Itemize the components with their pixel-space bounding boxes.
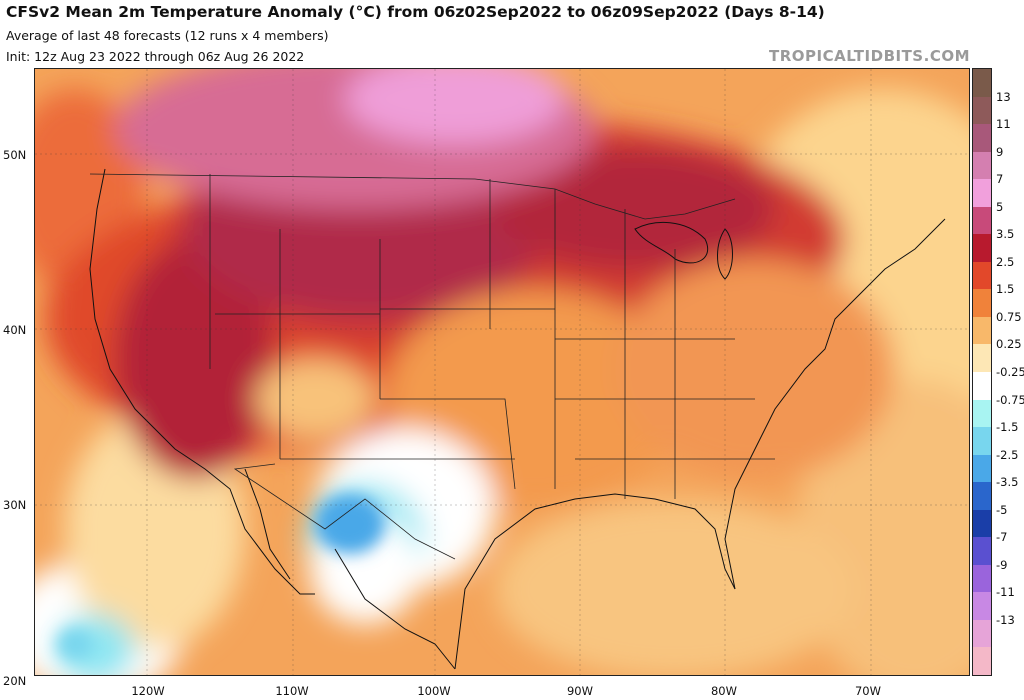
colorbar-swatch: [973, 206, 991, 235]
colorbar-swatch: [973, 96, 991, 125]
lon-label-90w: 90W: [566, 684, 594, 698]
colorbar-label: 9: [996, 144, 1004, 159]
colorbar-swatch: [973, 427, 991, 456]
colorbar-swatch: [973, 399, 991, 428]
colorbar-label: -5: [996, 502, 1008, 517]
colorbar-label: 0.75: [996, 309, 1022, 324]
colorbar-label: -1.5: [996, 420, 1019, 435]
lon-label-110w: 110W: [275, 684, 309, 698]
graticule: [35, 69, 969, 675]
colorbar-label: 7: [996, 172, 1004, 187]
colorbar-swatch: [973, 619, 991, 648]
brand-watermark: TROPICALTIDBITS.COM: [769, 47, 970, 65]
colorbar-label: 2.5: [996, 254, 1015, 269]
colorbar-label: 0.25: [996, 337, 1022, 352]
colorbar-swatch: [973, 509, 991, 538]
colorbar-swatch: [973, 179, 991, 208]
lon-label-120w: 120W: [131, 684, 165, 698]
colorbar-swatch: [973, 482, 991, 511]
colorbar-swatch: [973, 592, 991, 621]
colorbar-swatch: [973, 564, 991, 593]
colorbar-swatch: [973, 454, 991, 483]
colorbar-swatch: [973, 151, 991, 180]
lat-label-20n: 20N: [3, 674, 27, 688]
colorbar: [972, 68, 992, 676]
colorbar-label: -13: [996, 612, 1015, 627]
colorbar-swatch: [973, 316, 991, 345]
colorbar-swatch: [973, 537, 991, 566]
lon-label-100w: 100W: [417, 684, 451, 698]
colorbar-label: 3.5: [996, 227, 1015, 242]
colorbar-label: 1.5: [996, 282, 1015, 297]
anomaly-map[interactable]: [34, 68, 970, 676]
anomaly-field: [35, 69, 969, 675]
colorbar-label: 11: [996, 117, 1011, 132]
colorbar-label: 5: [996, 199, 1004, 214]
colorbar-swatch: [973, 647, 991, 676]
lon-label-70w: 70W: [854, 684, 882, 698]
colorbar-swatch: [973, 261, 991, 290]
lat-label-30n: 30N: [3, 498, 27, 512]
colorbar-label: -3.5: [996, 475, 1019, 490]
colorbar-swatch: [973, 124, 991, 153]
colorbar-swatch: [973, 372, 991, 401]
colorbar-label: -7: [996, 530, 1008, 545]
colorbar-label: -0.25: [996, 365, 1024, 379]
colorbar-swatch: [973, 69, 991, 98]
coastlines: [89, 168, 946, 670]
colorbar-label: -9: [996, 557, 1008, 572]
init-text: Init: 12z Aug 23 2022 through 06z Aug 26…: [6, 49, 305, 64]
lat-label-40n: 40N: [3, 323, 27, 337]
colorbar-label: 13: [996, 89, 1011, 104]
cool-core: [57, 494, 385, 660]
borders: [89, 173, 775, 560]
colorbar-label: -11: [996, 585, 1015, 600]
lon-label-80w: 80W: [710, 684, 738, 698]
colorbar-swatch: [973, 234, 991, 263]
map-title: CFSv2 Mean 2m Temperature Anomaly (°C) f…: [6, 3, 825, 21]
colorbar-swatch: [973, 289, 991, 318]
colorbar-swatch: [973, 344, 991, 373]
colorbar-label: -0.75: [996, 392, 1024, 407]
colorbar-label: -2.5: [996, 447, 1019, 462]
map-canvas: [35, 69, 969, 675]
map-subtitle: Average of last 48 forecasts (12 runs x …: [6, 28, 329, 43]
lat-label-50n: 50N: [3, 148, 27, 162]
